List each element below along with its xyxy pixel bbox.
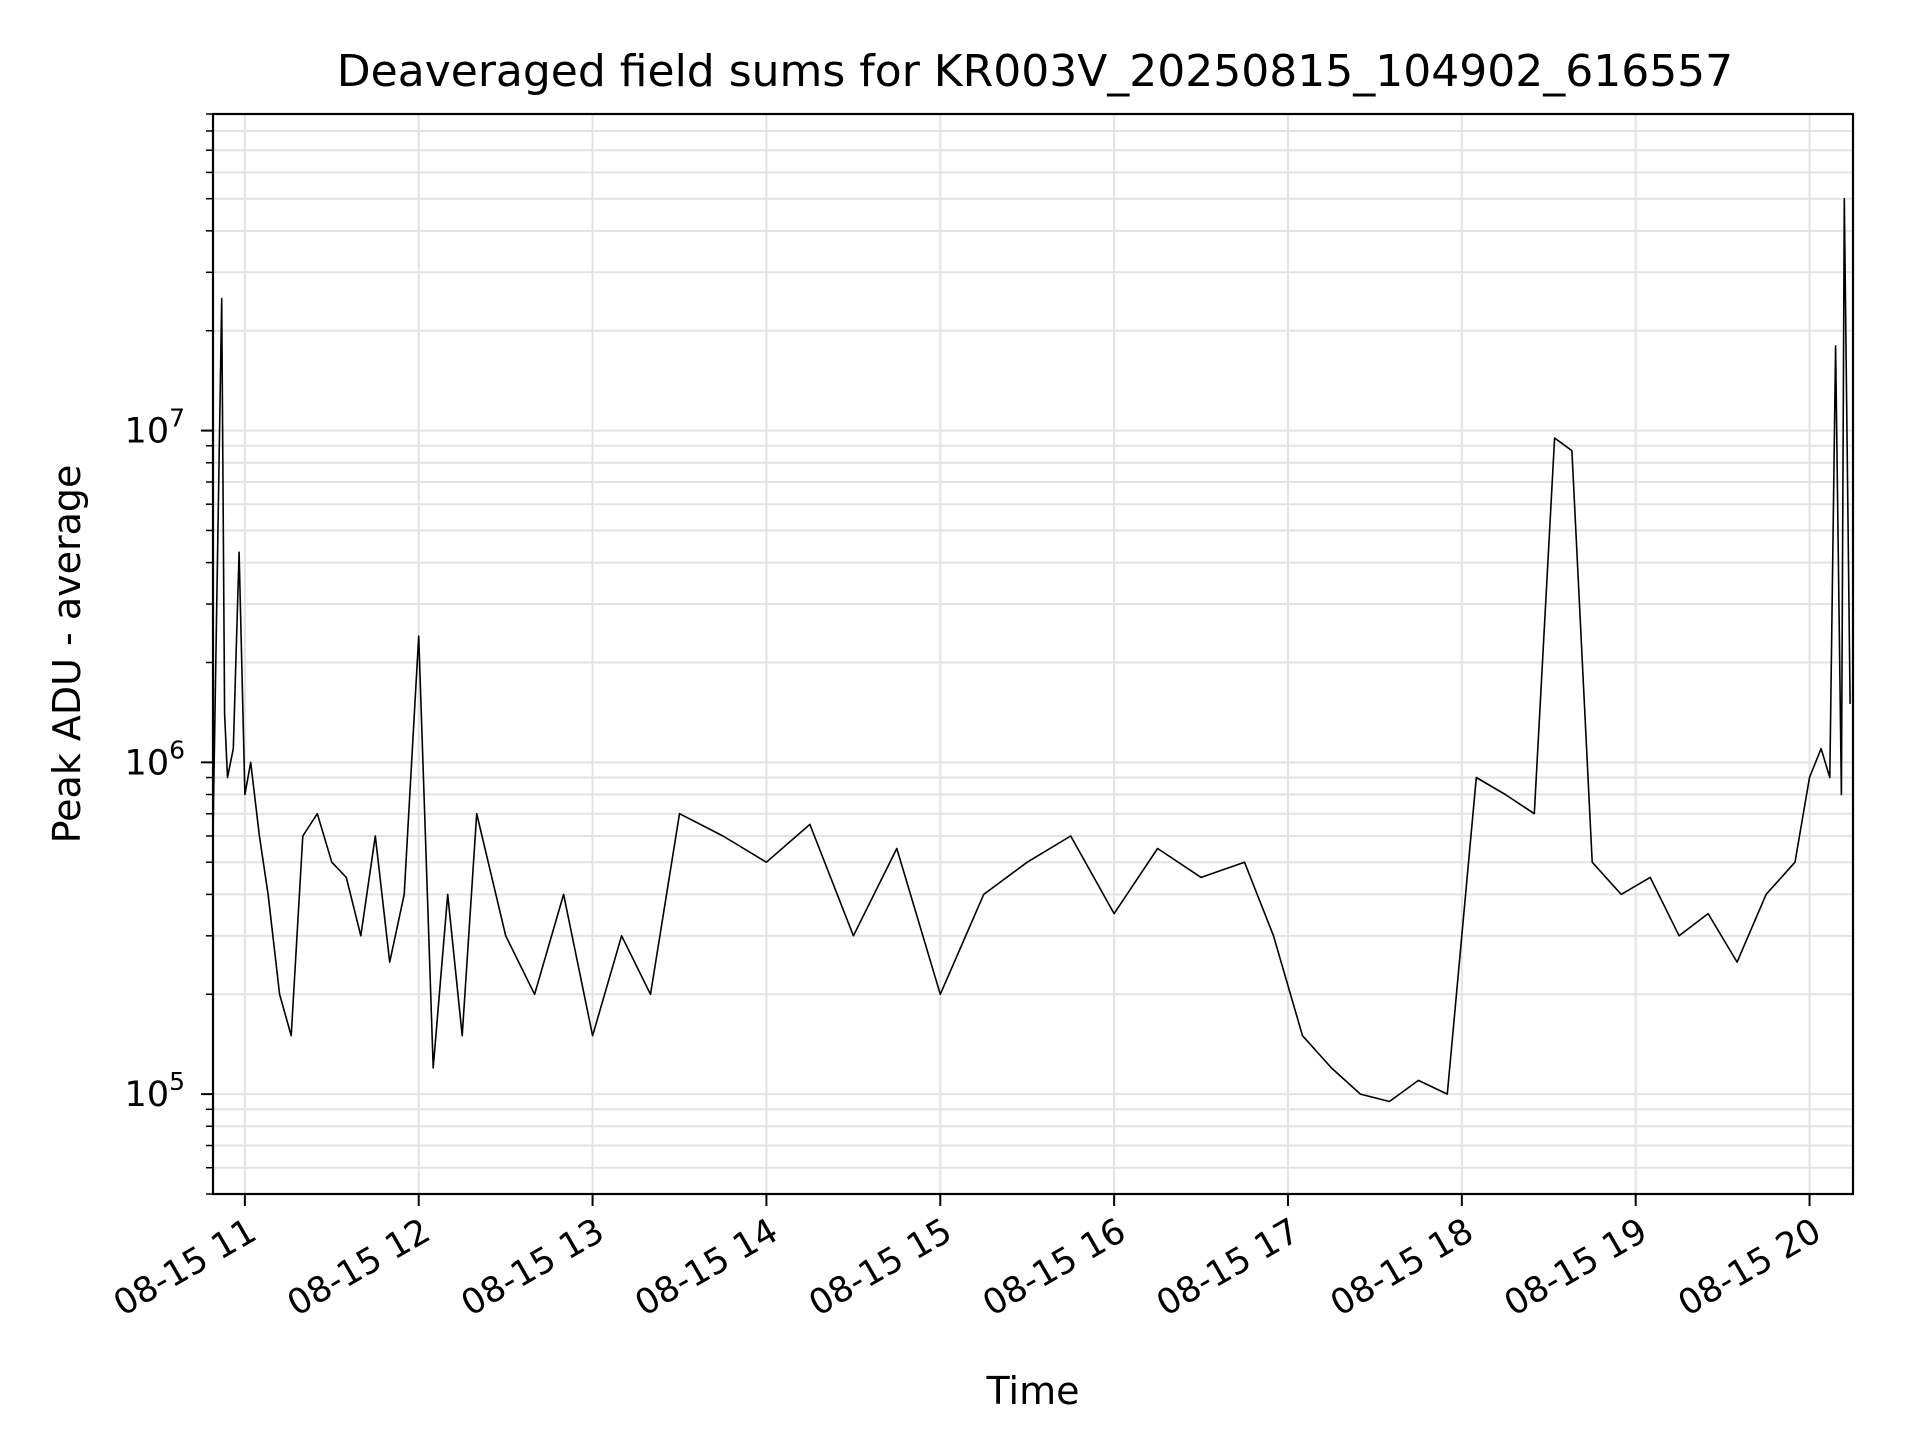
- series-group: [213, 197, 1851, 1103]
- x-axis-label: Time: [986, 1369, 1080, 1413]
- y-tick-label: 106: [125, 735, 185, 783]
- plot-frame: [211, 112, 1855, 1196]
- chart-title: Deaveraged field sums for KR003V_2025081…: [337, 46, 1733, 97]
- y-tick-base: 10: [125, 1075, 170, 1115]
- y-tick-label: 105: [125, 1067, 185, 1115]
- y-tick-base: 10: [125, 412, 170, 452]
- series-line: [213, 197, 1851, 1103]
- y-tick-base: 10: [125, 743, 170, 783]
- y-tick-exponent: 5: [169, 1067, 185, 1096]
- y-tick-exponent: 6: [169, 735, 185, 764]
- y-tick-exponent: 7: [169, 404, 185, 433]
- y-tick-label: 107: [125, 404, 185, 452]
- y-axis-label: Peak ADU - average: [45, 465, 89, 844]
